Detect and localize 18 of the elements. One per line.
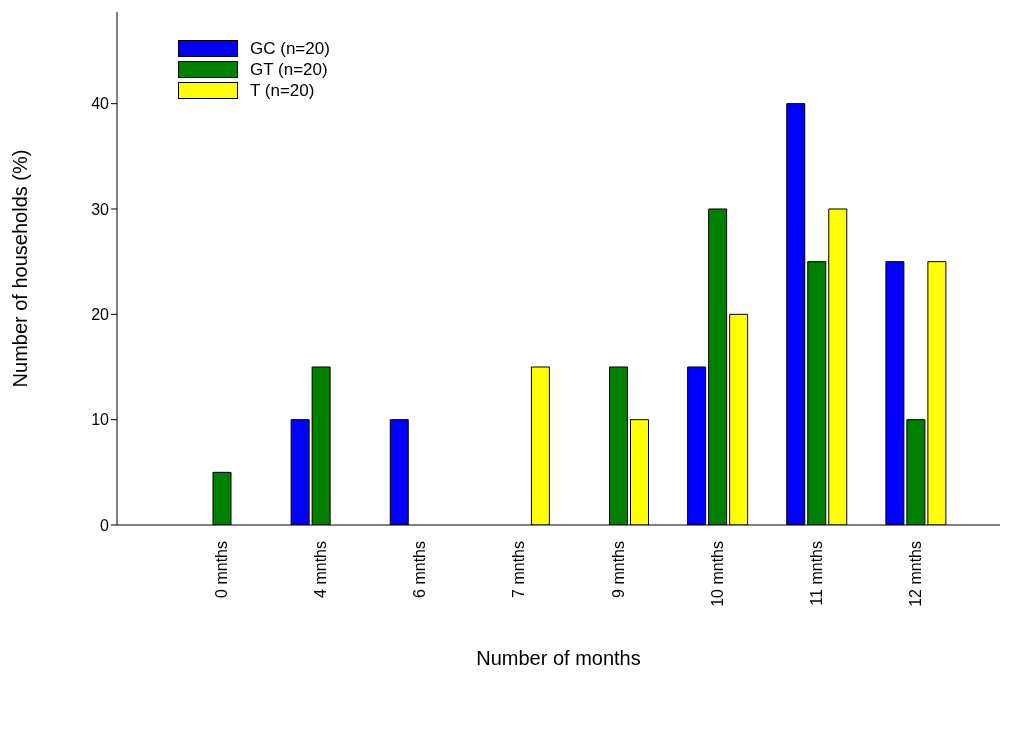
y-tick-label: 10 <box>91 411 110 429</box>
x-tick-label: 0 mnths <box>213 541 231 598</box>
legend-label: GT (n=20) <box>250 59 328 80</box>
y-tick-label: 20 <box>91 306 110 323</box>
y-tick-label: 30 <box>91 200 110 218</box>
legend-label: T (n=20) <box>250 80 315 101</box>
x-tick-label: 7 mnths <box>510 541 528 598</box>
x-tick-label: 11 mnths <box>807 541 825 606</box>
x-tick-label: 10 mnths <box>708 541 726 607</box>
x-tick-label: 6 mnths <box>411 541 429 598</box>
y-axis-title: Number of households (%) <box>9 149 32 388</box>
legend-label: GC (n=20) <box>250 38 330 59</box>
y-tick-label: 40 <box>91 95 110 113</box>
x-tick-label: 12 mnths <box>906 541 924 607</box>
x-axis-title: Number of months <box>476 647 641 669</box>
x-tick-label: 4 mnths <box>312 541 330 598</box>
y-tick-label: 0 <box>100 516 110 534</box>
x-tick-label: 9 mnths <box>609 541 627 598</box>
